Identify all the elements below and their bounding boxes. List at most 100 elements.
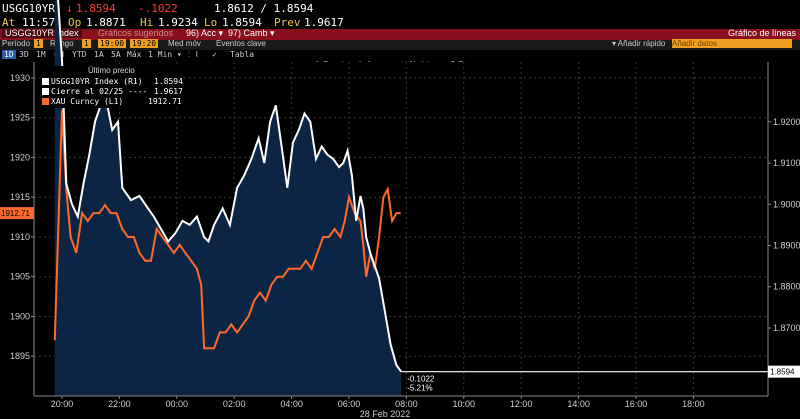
legend-swatch-icon	[42, 88, 49, 95]
low-price: 1.8594	[222, 16, 262, 29]
usgg10yr-line	[57, 0, 403, 373]
right-price-marker	[768, 365, 800, 378]
x-tick-label: 14:00	[567, 399, 590, 409]
chart-style-icon[interactable]: ⫶ ⌇	[188, 50, 199, 59]
x-tick-label: 06:00	[338, 399, 361, 409]
legend-row-prev-close: Cierre al 02/25 ----	[42, 87, 147, 96]
quick-add-label: Añadir rápido	[617, 39, 666, 48]
prev-price: 1.9617	[304, 16, 344, 29]
dropdown-arrow-icon: ▾	[267, 28, 275, 38]
left-tick-label: 1925	[10, 113, 30, 123]
quote-time: 11:57	[22, 16, 56, 29]
title-bar: USGG10YR Index Gráficos sugeridos 96) Ac…	[0, 28, 800, 40]
suggested-charts-button[interactable]: Gráficos sugeridos	[98, 28, 174, 38]
legend-label: XAU Curncy (L1)	[51, 97, 124, 106]
range-button-1a[interactable]: 1A	[94, 50, 104, 59]
last-price: 1.8594	[76, 2, 116, 15]
right-tick-label: 1.9200	[773, 117, 800, 127]
interval-value: 1 Min	[148, 50, 173, 59]
legend-row-xau: XAU Curncy (L1)	[42, 97, 123, 106]
legend-value: 1.9617	[154, 87, 183, 96]
add-data-input[interactable]: Añadir datos	[672, 39, 792, 48]
at-label: At	[2, 16, 16, 29]
axes: 1895 1900 1905 1910 1915 1920 1925 1930 1.8700 1.…	[0, 62, 800, 419]
right-price-marker-label: 1.8594	[770, 368, 795, 377]
end-time-field[interactable]: 19:20	[130, 39, 159, 48]
left-tick-label: 1905	[10, 272, 30, 282]
x-tick-label: 02:00	[223, 399, 246, 409]
right-tick-label: 1.8700	[773, 323, 800, 333]
quote-bar: USGG10YR ↓ 1.8594 -.1022 1.8612 / 1.8594…	[0, 0, 800, 30]
right-tick-label: 1.8900	[773, 240, 800, 250]
legend: Último precio USGG10YR Index (R1) 1.8594…	[40, 66, 183, 108]
prev-label: Prev	[274, 16, 301, 29]
right-tick-label: 1.9000	[773, 199, 800, 209]
range-button-1d[interactable]: 1D	[2, 50, 16, 59]
x-tick-label: 08:00	[395, 399, 418, 409]
x-tick-label: 22:00	[108, 399, 131, 409]
range-button-5a[interactable]: 5A	[111, 50, 121, 59]
edit-label: Camb	[243, 28, 268, 38]
table-button[interactable]: Tabla	[230, 50, 255, 59]
open-price: 1.8871	[86, 16, 126, 29]
period-label: Período	[2, 39, 31, 48]
left-price-marker	[0, 207, 34, 220]
legend-row-usgg10yr: USGG10YR Index (R1)	[42, 77, 143, 86]
range-button-1m[interactable]: 1M	[36, 50, 46, 59]
change-pct-label: -5.21%	[407, 384, 432, 393]
x-tick-label: 18:00	[682, 399, 705, 409]
legend-label: USGG10YR Index (R1)	[51, 77, 143, 86]
interval-select[interactable]: 1 Min ▾	[148, 50, 182, 59]
range-button-3d[interactable]: 3D	[19, 50, 29, 59]
legend-value: 1.8594	[154, 77, 183, 86]
legend-label: Cierre al 02/25 ----	[51, 87, 148, 96]
net-change: -.1022	[138, 2, 178, 15]
actions-menu[interactable]: 96) Acc ▾	[186, 28, 223, 39]
legend-header: Último precio	[88, 66, 135, 75]
legend-value: 1912.71	[148, 97, 182, 106]
moving-average-toggle[interactable]: Med móv	[168, 39, 201, 48]
x-tick-label: 00:00	[166, 399, 189, 409]
actions-label: Acc	[201, 28, 217, 38]
x-tick-label: 20:00	[51, 399, 74, 409]
right-tick-label: 1.8800	[773, 282, 800, 292]
range-button-max[interactable]: Máx	[127, 50, 142, 59]
add-data-placeholder: Añadir datos	[672, 39, 717, 48]
range-button-ytd[interactable]: YTD	[72, 50, 87, 59]
security-field[interactable]: USGG10YR Index	[2, 28, 82, 38]
left-tick-label: 1920	[10, 152, 30, 162]
legend-swatch-icon	[42, 98, 49, 105]
left-tick-label: 1930	[10, 73, 30, 83]
left-price-marker-label: 1912.71	[1, 209, 30, 218]
period-value-field[interactable]: 1	[34, 39, 43, 48]
dropdown-arrow-icon: ▾	[172, 50, 182, 59]
plot-area	[53, 0, 768, 396]
controls-bar: Período 1 Rango 1 19:00 19:20 Med móv Ev…	[0, 39, 800, 50]
x-tick-label: 16:00	[625, 399, 648, 409]
left-tick-label: 1900	[10, 311, 30, 321]
usgg10yr-area	[54, 0, 402, 396]
x-tick-label: 04:00	[280, 399, 303, 409]
range-value-field[interactable]: 1	[82, 39, 91, 48]
x-tick-label: 12:00	[510, 399, 533, 409]
high-label: Hi	[140, 16, 154, 29]
right-tick-label: 1.9100	[773, 158, 800, 168]
down-arrow-icon: ↓	[66, 2, 73, 15]
high-price: 1.9234	[158, 16, 198, 29]
edit-number: 97)	[228, 28, 242, 38]
open-label: Op	[68, 16, 82, 29]
key-events-toggle[interactable]: Eventos clave	[216, 39, 266, 48]
line-style-icon[interactable]: ✓	[212, 50, 217, 59]
edit-menu[interactable]: 97) Camb ▾	[228, 28, 275, 39]
low-label: Lo	[204, 16, 218, 29]
start-time-field[interactable]: 19:00	[98, 39, 127, 48]
legend-swatch-icon	[42, 78, 49, 85]
dropdown-arrow-icon: ▾	[216, 28, 224, 38]
ticker-label: USGG10YR	[2, 2, 55, 15]
left-tick-label: 1910	[10, 232, 30, 242]
bid-ask-range: 1.8612 / 1.8594	[214, 2, 314, 15]
date-label: 28 Feb 2022	[360, 409, 411, 419]
quick-add-button[interactable]: ▾ Añadir rápido	[612, 39, 665, 48]
actions-number: 96)	[186, 28, 200, 38]
